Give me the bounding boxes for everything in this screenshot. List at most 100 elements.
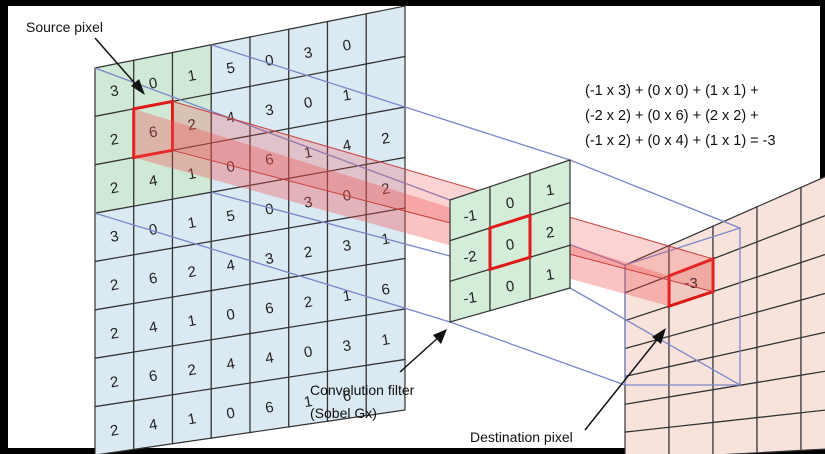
cell-value: -1 [462, 289, 478, 308]
cell-value: -1 [462, 207, 478, 226]
cell-value: 3 [109, 228, 120, 246]
cell-value: 6 [380, 281, 391, 299]
guide-line [449, 321, 626, 386]
cell-value: 0 [341, 37, 352, 55]
cell-value: 4 [148, 416, 159, 434]
cell-value: 1 [545, 266, 556, 284]
equation-line-2: (-2 x 2) + (0 x 6) + (2 x 2) + [585, 108, 759, 124]
cell-value: 1 [380, 230, 391, 248]
cell-value: 2 [109, 373, 120, 391]
cell-value: 3 [109, 82, 120, 100]
cell-value: 1 [341, 87, 352, 105]
source-pixel-label: Source pixel [26, 19, 103, 35]
grid-cell [529, 244, 571, 301]
grid-cell [668, 389, 714, 428]
filter-arrow [399, 329, 447, 373]
source-grid: 3 0 1 5 0 3 0 2 6 2 4 3 0 1 2 4 1 0 6 1 4 2 3 0 1 5 0 3 0 2 2 6 2 4 3 2 3 1 2 4… [94, 5, 406, 454]
cell-value: 1 [186, 214, 197, 232]
cell-value: 2 [109, 131, 120, 149]
cell-value: 1 [545, 181, 556, 199]
destination-pixel-label: Destination pixel [470, 429, 573, 445]
cell-value: 0 [148, 221, 159, 239]
filter-label-line2: (Sobel Gx) [310, 405, 377, 421]
cell-value: 2 [109, 325, 120, 343]
cell-value: 4 [225, 257, 236, 275]
cell-value: 1 [380, 331, 391, 349]
cell-value: -2 [462, 248, 478, 267]
destination-arrow [584, 328, 666, 431]
cell-value: 1 [341, 287, 352, 305]
grid-cell [800, 215, 825, 264]
grid-cell [365, 5, 406, 65]
cell-value: 5 [225, 59, 236, 77]
guide-line [94, 212, 451, 323]
cell-value: 1 [186, 67, 197, 85]
grid-cell [800, 409, 825, 452]
cell-value: 6 [148, 270, 159, 288]
cell-value: 1 [303, 144, 314, 162]
cell-value: 2 [545, 224, 556, 242]
cell-value: 2 [186, 116, 197, 134]
cell-value: 2 [109, 422, 120, 440]
grid-cell [800, 292, 825, 339]
cell-value: 0 [225, 306, 236, 324]
cell-value: 0 [505, 278, 516, 296]
cell-value: 0 [303, 94, 314, 112]
cell-value: 3 [341, 337, 352, 355]
cell-value: 0 [225, 405, 236, 423]
grid-cell [624, 426, 670, 454]
cell-value: 0 [303, 343, 314, 361]
grid-cell [668, 421, 714, 454]
grid-cell [712, 381, 758, 424]
cell-value: 6 [264, 300, 275, 318]
grid-cell [800, 176, 825, 226]
cell-value: 0 [225, 158, 236, 176]
cell-value: 0 [264, 52, 275, 70]
cell-value: 1 [186, 410, 197, 428]
cell-value: 4 [148, 172, 159, 190]
guide-line [211, 44, 571, 161]
grid-cell [365, 358, 406, 417]
cell-value: 4 [225, 355, 236, 373]
source-pixel-arrow [94, 37, 145, 95]
cell-value: 2 [380, 180, 391, 198]
equation-line-3: (-1 x 2) + (0 x 4) + (1 x 1) = -3 [585, 133, 776, 149]
cell-value: 3 [341, 237, 352, 255]
cell-value: 2 [303, 293, 314, 311]
beam-edge [172, 149, 714, 293]
cell-value: 2 [109, 276, 120, 294]
destination-value: -3 [684, 275, 697, 292]
beam-band [172, 101, 713, 292]
cell-value: 4 [341, 137, 352, 155]
cell-value: 0 [505, 236, 516, 254]
cell-value: 6 [148, 123, 159, 141]
grid-cell [800, 370, 825, 414]
grid-cell [756, 412, 802, 454]
cell-value: 4 [148, 318, 159, 336]
cell-value: 0 [264, 200, 275, 218]
cell-value: 0 [148, 75, 159, 93]
cell-value: 0 [505, 194, 516, 212]
grid-cell [800, 253, 825, 301]
cell-value: 1 [186, 312, 197, 330]
cell-value: 3 [303, 194, 314, 212]
filter-grid: -1 0 1 -2 0 2 -1 0 1 [449, 159, 571, 323]
cell-value: 1 [303, 393, 314, 411]
cell-value: 2 [109, 179, 120, 197]
cell-value: 6 [264, 151, 275, 169]
filter-center-cell [488, 213, 532, 272]
cell-value: 2 [380, 130, 391, 148]
filter-label-line1: Convolution filter [310, 382, 415, 398]
cell-value: 3 [264, 101, 275, 119]
cell-value: 2 [186, 263, 197, 281]
grid-cell [712, 416, 758, 454]
cell-value: 6 [341, 387, 352, 405]
cell-value: 2 [186, 361, 197, 379]
equation-line-1: (-1 x 3) + (0 x 0) + (1 x 1) + [585, 83, 759, 99]
grid-cell [756, 374, 802, 419]
cell-value: 6 [148, 367, 159, 385]
cell-value: 6 [264, 399, 275, 417]
cell-value: 1 [186, 165, 197, 183]
